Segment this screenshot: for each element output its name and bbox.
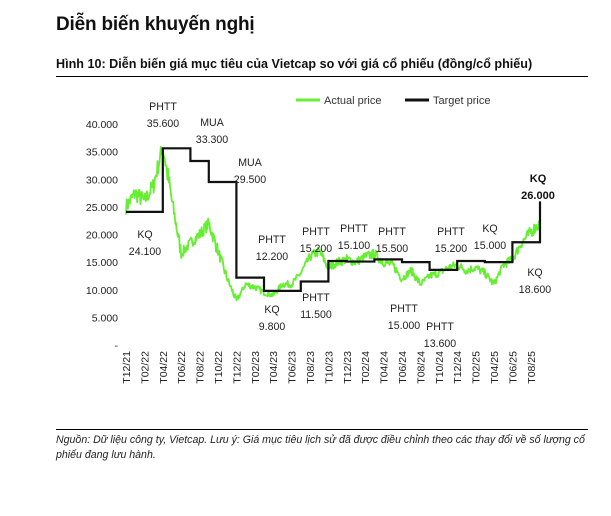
annotation-label: KQ <box>482 223 497 235</box>
annotation-label: PHTT <box>258 234 286 246</box>
annotation-label: 18.600 <box>519 284 552 296</box>
x-tick-label: T04/23 <box>268 351 280 384</box>
annotation-label: 24.100 <box>129 246 162 258</box>
x-tick-label: T06/24 <box>397 351 409 384</box>
annotation-label: 13.600 <box>424 338 457 350</box>
annotation-label: KQ <box>527 267 542 279</box>
annotation-label: MUA <box>238 157 262 169</box>
x-tick-label: T06/22 <box>176 351 188 384</box>
annotation-label: 15.200 <box>435 243 468 255</box>
section-title: Diễn biến khuyến nghị <box>56 14 255 35</box>
y-tick-label: 40.000 <box>86 119 118 131</box>
top-divider <box>56 76 588 77</box>
x-tick-label: T02/24 <box>360 351 372 384</box>
source-note: Nguồn: Dữ liệu công ty, Vietcap. Lưu ý: … <box>56 434 585 461</box>
annotation-label: 29.500 <box>234 174 267 186</box>
y-tick-label: - <box>115 340 119 352</box>
annotation-label: KQ <box>137 229 152 241</box>
annotation-label: MUA <box>200 117 224 129</box>
annotation-label: PHTT <box>149 101 177 113</box>
x-tick-label: T12/22 <box>231 351 243 384</box>
x-tick-label: T04/25 <box>489 351 501 384</box>
legend-target-label: Target price <box>433 95 490 107</box>
annotation-label: PHTT <box>340 223 368 235</box>
annotation-label: PHTT <box>437 226 465 238</box>
x-tick-label: T02/23 <box>250 351 262 384</box>
annotation-label: KQ <box>530 173 547 185</box>
annotation-label: PHTT <box>390 303 418 315</box>
y-tick-label: 15.000 <box>86 257 118 269</box>
target-price-series <box>126 147 542 292</box>
annotation-label: PHTT <box>426 321 454 333</box>
annotation-label: 15.500 <box>376 243 409 255</box>
figure-title: Hình 10: Diễn biến giá mục tiêu của Viet… <box>56 57 533 71</box>
x-tick-label: T10/24 <box>434 351 446 384</box>
y-tick-label: 30.000 <box>86 174 118 186</box>
annotation-label: 9.800 <box>259 321 286 333</box>
x-tick-label: T04/22 <box>158 351 170 384</box>
price-chart: 40.000 35.000 30.000 25.000 20.000 15.000 10.0… <box>86 95 555 384</box>
x-tick-label: T02/22 <box>139 351 151 384</box>
y-tick-label: 10.000 <box>86 285 118 297</box>
annotation-label: KQ <box>264 304 279 316</box>
y-tick-label: 25.000 <box>86 202 118 214</box>
legend-actual-label: Actual price <box>324 95 381 107</box>
y-tick-label: 35.000 <box>86 147 118 159</box>
x-tick-label: T12/24 <box>452 351 464 384</box>
annotation-label: 15.000 <box>388 320 421 332</box>
annotation-label: 11.500 <box>300 309 332 321</box>
annotation-label: 35.600 <box>147 118 180 130</box>
annotations: PHTT 35.600 MUA 33.300 MUA 29.500 KQ 24.100 PHTT… <box>129 101 555 350</box>
y-tick-label: 20.000 <box>86 230 118 242</box>
x-axis: T12/21 T02/22 T04/22 T06/22 T08/22 T10/22 T12/… <box>121 351 538 384</box>
x-tick-label: T02/25 <box>471 351 483 384</box>
annotation-label: 26.000 <box>521 190 555 202</box>
x-tick-label: T10/23 <box>323 351 335 384</box>
legend: Actual price Target price <box>296 95 490 107</box>
x-tick-label: T08/23 <box>305 351 317 384</box>
target-price-line <box>126 147 542 292</box>
x-tick-label: T08/24 <box>415 351 427 384</box>
y-tick-label: 5.000 <box>92 312 118 324</box>
x-tick-label: T06/23 <box>287 351 299 384</box>
bottom-divider <box>56 429 588 430</box>
x-tick-label: T12/21 <box>121 351 133 384</box>
x-tick-label: T08/25 <box>526 351 538 384</box>
annotation-label: 12.200 <box>256 251 289 263</box>
annotation-label: 15.100 <box>338 240 371 252</box>
x-tick-label: T06/25 <box>507 351 519 384</box>
annotation-label: PHTT <box>378 226 406 238</box>
x-tick-label: T12/23 <box>342 351 354 384</box>
x-tick-label: T10/22 <box>213 351 225 384</box>
annotation-label: PHTT <box>302 292 330 304</box>
annotation-label: 15.200 <box>300 243 333 255</box>
x-tick-label: T04/24 <box>379 351 391 384</box>
x-tick-label: T08/22 <box>195 351 207 384</box>
y-axis: 40.000 35.000 30.000 25.000 20.000 15.000 10.0… <box>86 119 119 352</box>
annotation-label: 33.300 <box>196 134 229 146</box>
annotation-label: 15.000 <box>474 240 507 252</box>
actual-price-series <box>125 146 541 301</box>
actual-price-line <box>125 146 541 301</box>
annotation-label: PHTT <box>302 226 330 238</box>
